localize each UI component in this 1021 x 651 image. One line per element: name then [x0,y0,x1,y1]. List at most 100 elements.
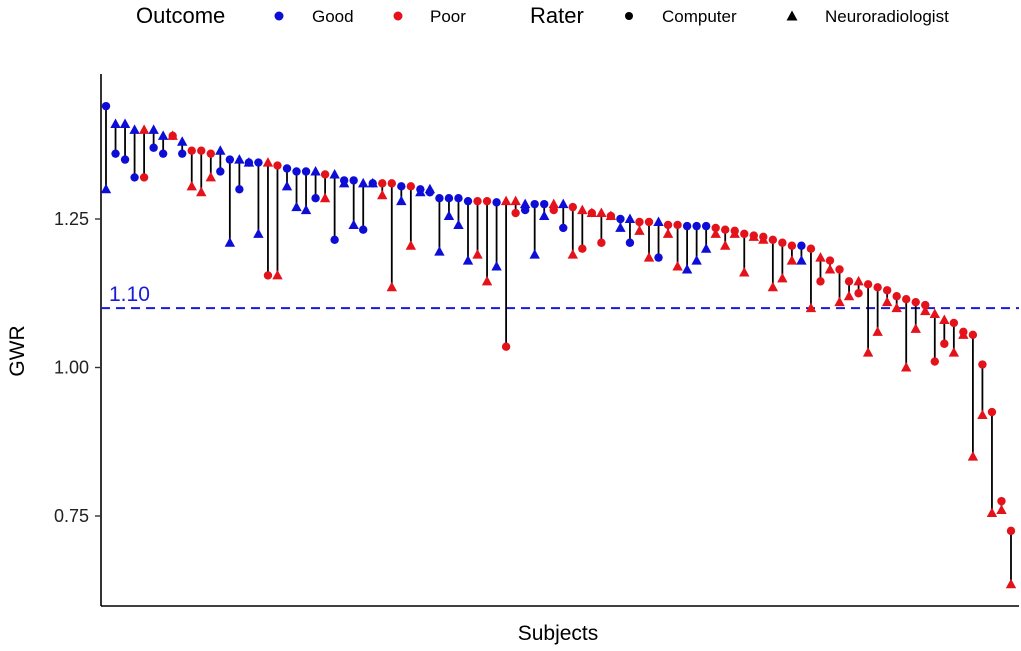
neuroradiologist-point [205,171,216,182]
subject-pair [834,265,845,307]
subject-pair [786,241,798,265]
computer-point [711,223,720,233]
neuroradiologist-point [786,255,798,265]
computer-point [949,318,959,328]
subject-pair [958,327,969,339]
computer-point [549,205,558,215]
subject-pair [262,157,274,280]
subject-pair [939,314,950,348]
computer-point [530,199,539,209]
computer-point [778,238,787,247]
subject-pair [529,199,540,259]
subject-pair [234,154,245,194]
subject-pair [967,330,979,461]
legend-label-computer: Computer [662,7,737,26]
legend: Outcome Good Poor Rater Computer Neurora… [136,3,949,28]
subject-pair [310,165,321,203]
computer-point [768,235,778,244]
neuroradiologist-point [110,118,121,128]
neuroradiologist-point [215,145,226,155]
computer-point [873,283,882,292]
neuroradiologist-point [939,314,950,324]
neuroradiologist-point [910,323,921,333]
subject-pair [338,176,350,188]
computer-point [111,149,120,158]
subject-pair [253,158,264,238]
computer-point [244,158,254,167]
subject-pair [110,118,121,158]
computer-point [320,170,330,179]
subject-pair [596,207,607,247]
neuroradiologist-point [624,213,636,223]
neuroradiologist-point [843,290,855,301]
neuroradiologist-point [443,210,455,221]
subject-pair [681,221,693,274]
y-tick-label: 1.25 [54,209,89,229]
subject-pair [805,244,817,313]
computer-point [654,253,663,262]
computer-point [701,221,711,231]
neuroradiologist-point [577,204,588,215]
neuroradiologist-point [862,347,874,357]
computer-point [492,198,501,207]
subject-pair [443,194,455,221]
neuroradiologist-point [967,451,979,461]
computer-point [854,289,863,298]
computer-point [311,194,320,203]
subject-pair [672,220,683,271]
computer-point [501,342,511,351]
legend-label-poor: Poor [430,7,466,26]
neuroradiologist-point [920,305,931,316]
computer-point [844,277,854,286]
subject-pair [920,300,931,316]
subject-pair [729,226,740,238]
computer-point [511,208,520,218]
computer-point [721,225,730,234]
computer-point [644,217,654,227]
subject-pair [977,360,988,420]
subject-pair [843,277,855,301]
subject-pair [243,157,255,167]
subject-pair [548,198,559,215]
neuroradiologist-point [310,165,321,176]
computer-point [911,297,920,307]
computer-point [225,155,235,164]
neuroradiologist-point [224,237,236,247]
computer-point [482,196,492,206]
neuroradiologist-point [662,228,674,238]
subject-pair [662,220,674,238]
subject-pair [177,136,188,158]
computer-point [406,182,416,191]
subject-pair [319,170,331,203]
computer-point [520,205,530,215]
computer-point [797,241,806,250]
neuroradiologist-point [481,275,493,286]
legend-computer-marker [625,12,633,20]
neuroradiologist-point [815,252,826,262]
computer-point [330,235,339,244]
neuroradiologist-point [272,269,283,280]
legend-title-rater: Rater [530,3,584,28]
computer-point [597,238,606,247]
subject-pair [405,182,417,250]
neuroradiologist-point [500,195,512,206]
neuroradiologist-point [529,249,540,259]
subject-pair [119,118,131,164]
computer-point [359,225,368,234]
subject-pair [424,183,436,197]
subject-pair [186,146,197,191]
neuroradiologist-point [872,326,883,336]
computer-point [978,360,987,369]
neuroradiologist-point [929,308,940,319]
subject-pair [215,145,226,176]
neuroradiologist-point [100,183,112,194]
neuroradiologist-point [891,302,902,313]
neuroradiologist-point [548,198,559,209]
computer-point [578,244,587,253]
subject-pair [510,195,521,218]
subject-pair [691,221,702,265]
y-tick-label: 1.00 [54,358,89,378]
neuroradiologist-point [834,296,845,307]
subject-pair [605,210,617,221]
computer-point [730,226,739,236]
